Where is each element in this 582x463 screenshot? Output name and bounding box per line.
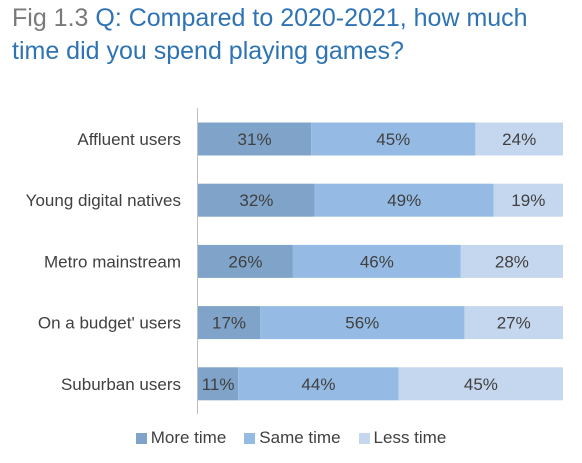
- legend-label-less-time: Less time: [373, 428, 447, 447]
- data-label-less-time-metro-mainstream: 28%: [495, 252, 529, 271]
- question-text: Q: Compared to 2020-2021, how much time …: [12, 4, 528, 65]
- data-label-same-time-young-digital-natives: 49%: [387, 191, 421, 210]
- data-label-less-time-affluent-users: 24%: [502, 130, 536, 149]
- data-label-same-time-suburban-users: 44%: [301, 375, 335, 394]
- bar-same-time-young-digital-natives: [314, 183, 494, 217]
- bar-less-time-suburban-users: [398, 367, 563, 401]
- data-label-more-time-on-a-budget-users: 17%: [212, 314, 246, 333]
- chart-title: Fig 1.3 Q: Compared to 2020-2021, how mu…: [12, 2, 572, 68]
- legend-item-same-time: Same time: [244, 428, 341, 448]
- legend-swatch-more-time: [135, 432, 147, 444]
- legend-swatch-same-time: [244, 432, 256, 444]
- data-label-less-time-young-digital-natives: 19%: [511, 191, 545, 210]
- legend-item-more-time: More time: [135, 428, 227, 448]
- bar-same-time-on-a-budget-users: [260, 306, 465, 340]
- data-label-less-time-on-a-budget-users: 27%: [497, 314, 531, 333]
- category-label-young-digital-natives: Young digital natives: [26, 191, 181, 210]
- category-label-metro-mainstream: Metro mainstream: [44, 252, 181, 271]
- legend-label-more-time: More time: [150, 428, 227, 447]
- bar-less-time-affluent-users: [475, 122, 563, 156]
- legend-swatch-less-time: [358, 432, 370, 444]
- data-label-more-time-metro-mainstream: 26%: [228, 252, 262, 271]
- figure-number: Fig 1.3: [12, 4, 89, 32]
- legend: More time Same time Less time: [0, 428, 582, 448]
- bar-less-time-young-digital-natives: [493, 183, 563, 217]
- data-label-same-time-metro-mainstream: 46%: [360, 252, 394, 271]
- bar-more-time-metro-mainstream: [198, 244, 293, 278]
- bar-same-time-affluent-users: [311, 122, 476, 156]
- data-label-more-time-young-digital-natives: 32%: [239, 191, 273, 210]
- data-label-more-time-suburban-users: 11%: [202, 375, 235, 394]
- data-label-same-time-affluent-users: 45%: [376, 130, 410, 149]
- legend-label-same-time: Same time: [259, 428, 341, 447]
- bar-more-time-on-a-budget-users: [198, 306, 261, 340]
- category-label-suburban-users: Suburban users: [61, 375, 181, 394]
- data-label-less-time-suburban-users: 45%: [464, 375, 498, 394]
- data-label-more-time-affluent-users: 31%: [238, 130, 272, 149]
- bar-more-time-young-digital-natives: [198, 183, 315, 217]
- legend-item-less-time: Less time: [358, 428, 447, 448]
- data-label-same-time-on-a-budget-users: 56%: [345, 314, 379, 333]
- bar-same-time-suburban-users: [238, 367, 399, 401]
- bar-more-time-suburban-users: [198, 367, 239, 401]
- category-label-on-a-budget-users: On a budget' users: [38, 314, 181, 333]
- bar-less-time-on-a-budget-users: [464, 306, 563, 340]
- category-label-affluent-users: Affluent users: [77, 130, 181, 149]
- bar-more-time-affluent-users: [198, 122, 312, 156]
- bar-same-time-metro-mainstream: [292, 244, 461, 278]
- bar-less-time-metro-mainstream: [460, 244, 563, 278]
- stacked-bar-chart: Affluent users 31% 45% 24% Young digital nat…: [26, 108, 563, 414]
